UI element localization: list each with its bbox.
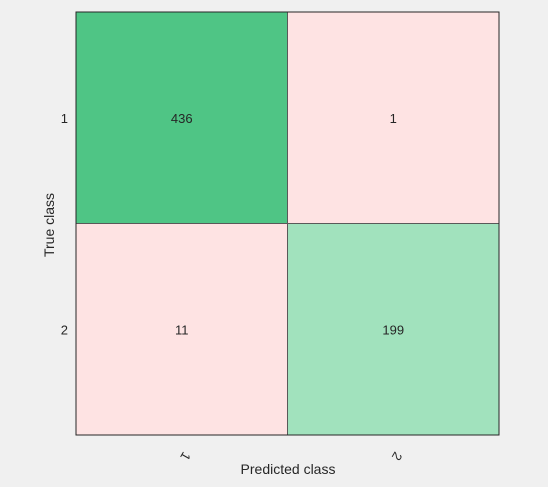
- y-tick-label-1: 1: [61, 111, 68, 126]
- cell-value-r1-c1: 436: [171, 111, 193, 126]
- x-tick-label-2: 2: [389, 449, 406, 463]
- matrix-cell-r2-c2: [287, 223, 500, 436]
- matrix-cell-r2-c1: [75, 223, 288, 436]
- matrix-cells: [75, 11, 500, 436]
- cell-value-r2-c2: 199: [382, 322, 404, 337]
- cell-value-r2-c1: 11: [175, 322, 189, 337]
- x-axis-label: Predicted class: [241, 461, 336, 477]
- y-axis-label: True class: [41, 193, 57, 257]
- x-tick-label-1: 1: [177, 449, 194, 463]
- cell-value-r1-c2: 1: [390, 111, 397, 126]
- y-tick-label-2: 2: [61, 322, 68, 337]
- matrix-frame: [75, 11, 500, 436]
- matrix-cell-r1-c1: [75, 11, 288, 224]
